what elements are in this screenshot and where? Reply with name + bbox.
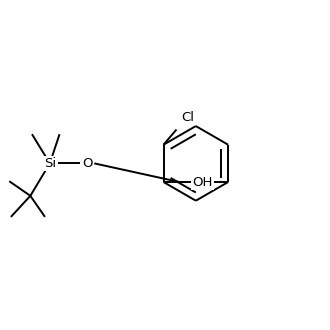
Text: Si: Si xyxy=(44,157,56,170)
Text: OH: OH xyxy=(193,176,213,188)
Text: O: O xyxy=(82,157,92,170)
Text: Cl: Cl xyxy=(182,111,194,124)
